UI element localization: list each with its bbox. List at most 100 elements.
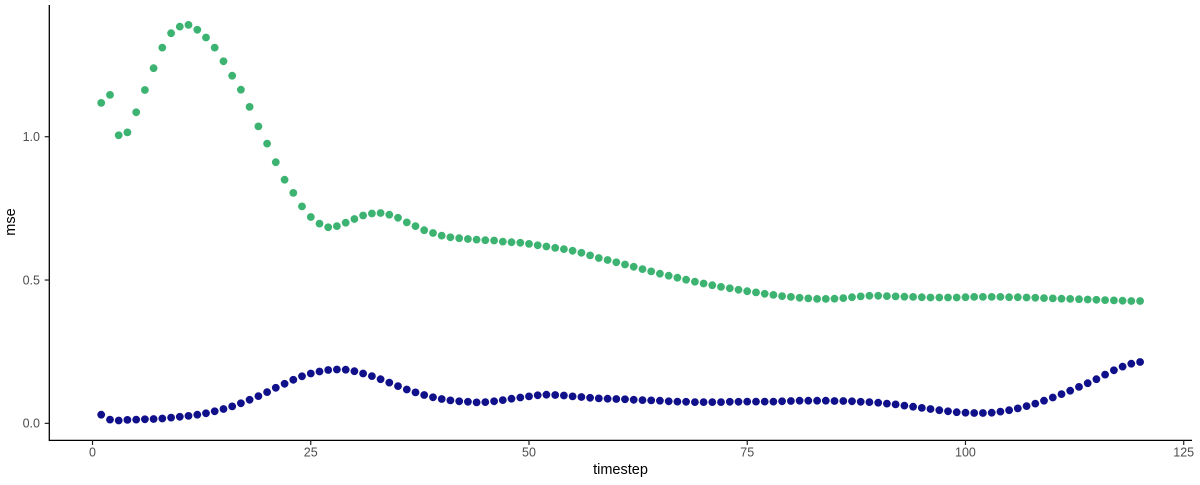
data-point (1022, 402, 1031, 410)
series-navy-series (97, 358, 1144, 425)
data-point (664, 397, 673, 406)
data-point (952, 293, 961, 302)
data-point (1092, 295, 1101, 304)
data-point (341, 365, 350, 374)
data-point (429, 229, 437, 237)
data-point (141, 86, 149, 94)
data-point (629, 262, 638, 271)
data-point (1031, 399, 1040, 408)
data-point (594, 254, 603, 262)
data-point (368, 372, 376, 380)
data-point (778, 292, 786, 300)
data-point (280, 175, 289, 184)
data-point (263, 139, 271, 148)
data-point (359, 211, 367, 220)
data-point (839, 294, 848, 302)
data-point (612, 258, 621, 267)
data-point (1022, 293, 1031, 302)
data-point (106, 415, 114, 424)
data-point (586, 393, 594, 402)
data-point (167, 29, 176, 38)
data-point (402, 218, 411, 227)
data-point (202, 33, 210, 42)
data-point (769, 397, 778, 406)
data-point (132, 415, 141, 424)
data-point (603, 394, 612, 403)
data-point (324, 223, 333, 232)
data-point (874, 291, 883, 300)
data-point (787, 397, 795, 405)
data-point (987, 408, 996, 417)
data-point (1136, 358, 1144, 366)
data-point (306, 213, 315, 221)
data-point (1013, 293, 1022, 302)
data-point (516, 393, 525, 402)
data-point (560, 245, 568, 254)
x-tick-label: 25 (304, 446, 318, 460)
data-point (944, 407, 952, 416)
data-point (664, 271, 673, 280)
data-point (175, 412, 184, 421)
data-point (149, 415, 158, 423)
data-point (691, 277, 699, 286)
data-point (638, 265, 647, 273)
data-point (883, 399, 891, 408)
data-point (682, 397, 690, 406)
data-point (202, 409, 210, 418)
data-point (507, 394, 516, 403)
data-point (813, 295, 821, 303)
data-point (446, 233, 455, 242)
data-point (830, 294, 839, 303)
data-point (271, 158, 280, 167)
data-point (717, 398, 725, 406)
data-point (673, 273, 682, 282)
data-point (490, 236, 498, 245)
data-point (455, 234, 464, 243)
data-point (350, 367, 359, 376)
data-point (1013, 404, 1022, 413)
data-point (394, 213, 402, 222)
data-point (1083, 295, 1092, 304)
data-point (551, 244, 560, 252)
data-point (743, 397, 752, 406)
data-point (804, 396, 813, 405)
data-point (568, 246, 577, 255)
data-point (691, 398, 699, 406)
data-point (333, 365, 341, 374)
data-point (568, 392, 577, 401)
data-point (298, 372, 306, 381)
data-point (350, 215, 359, 223)
data-point (996, 407, 1005, 416)
data-point (926, 405, 935, 413)
x-tick-label: 75 (740, 446, 754, 460)
data-point (621, 395, 629, 404)
data-point (498, 396, 507, 404)
data-point (324, 366, 333, 374)
data-point (254, 392, 263, 400)
data-point (219, 405, 228, 413)
data-point (699, 398, 708, 406)
data-point (385, 210, 394, 219)
data-point (533, 241, 542, 250)
data-point (935, 293, 944, 302)
data-point (420, 226, 429, 235)
y-tick-label: 0.5 (23, 273, 40, 287)
data-point (1031, 293, 1040, 302)
data-point (237, 399, 245, 408)
data-point (542, 242, 551, 251)
data-point (647, 396, 656, 405)
x-axis-ticks: 0 25 50 75 100 125 (89, 440, 1194, 460)
data-point (429, 393, 437, 402)
data-point (219, 57, 228, 66)
data-point (848, 293, 856, 302)
data-point (1118, 296, 1127, 305)
data-point (306, 369, 315, 378)
series-green-series (97, 21, 1144, 305)
data-point (1075, 295, 1083, 304)
data-point (1101, 296, 1109, 304)
data-point (682, 275, 690, 284)
data-point (271, 383, 280, 392)
data-point (184, 21, 193, 29)
